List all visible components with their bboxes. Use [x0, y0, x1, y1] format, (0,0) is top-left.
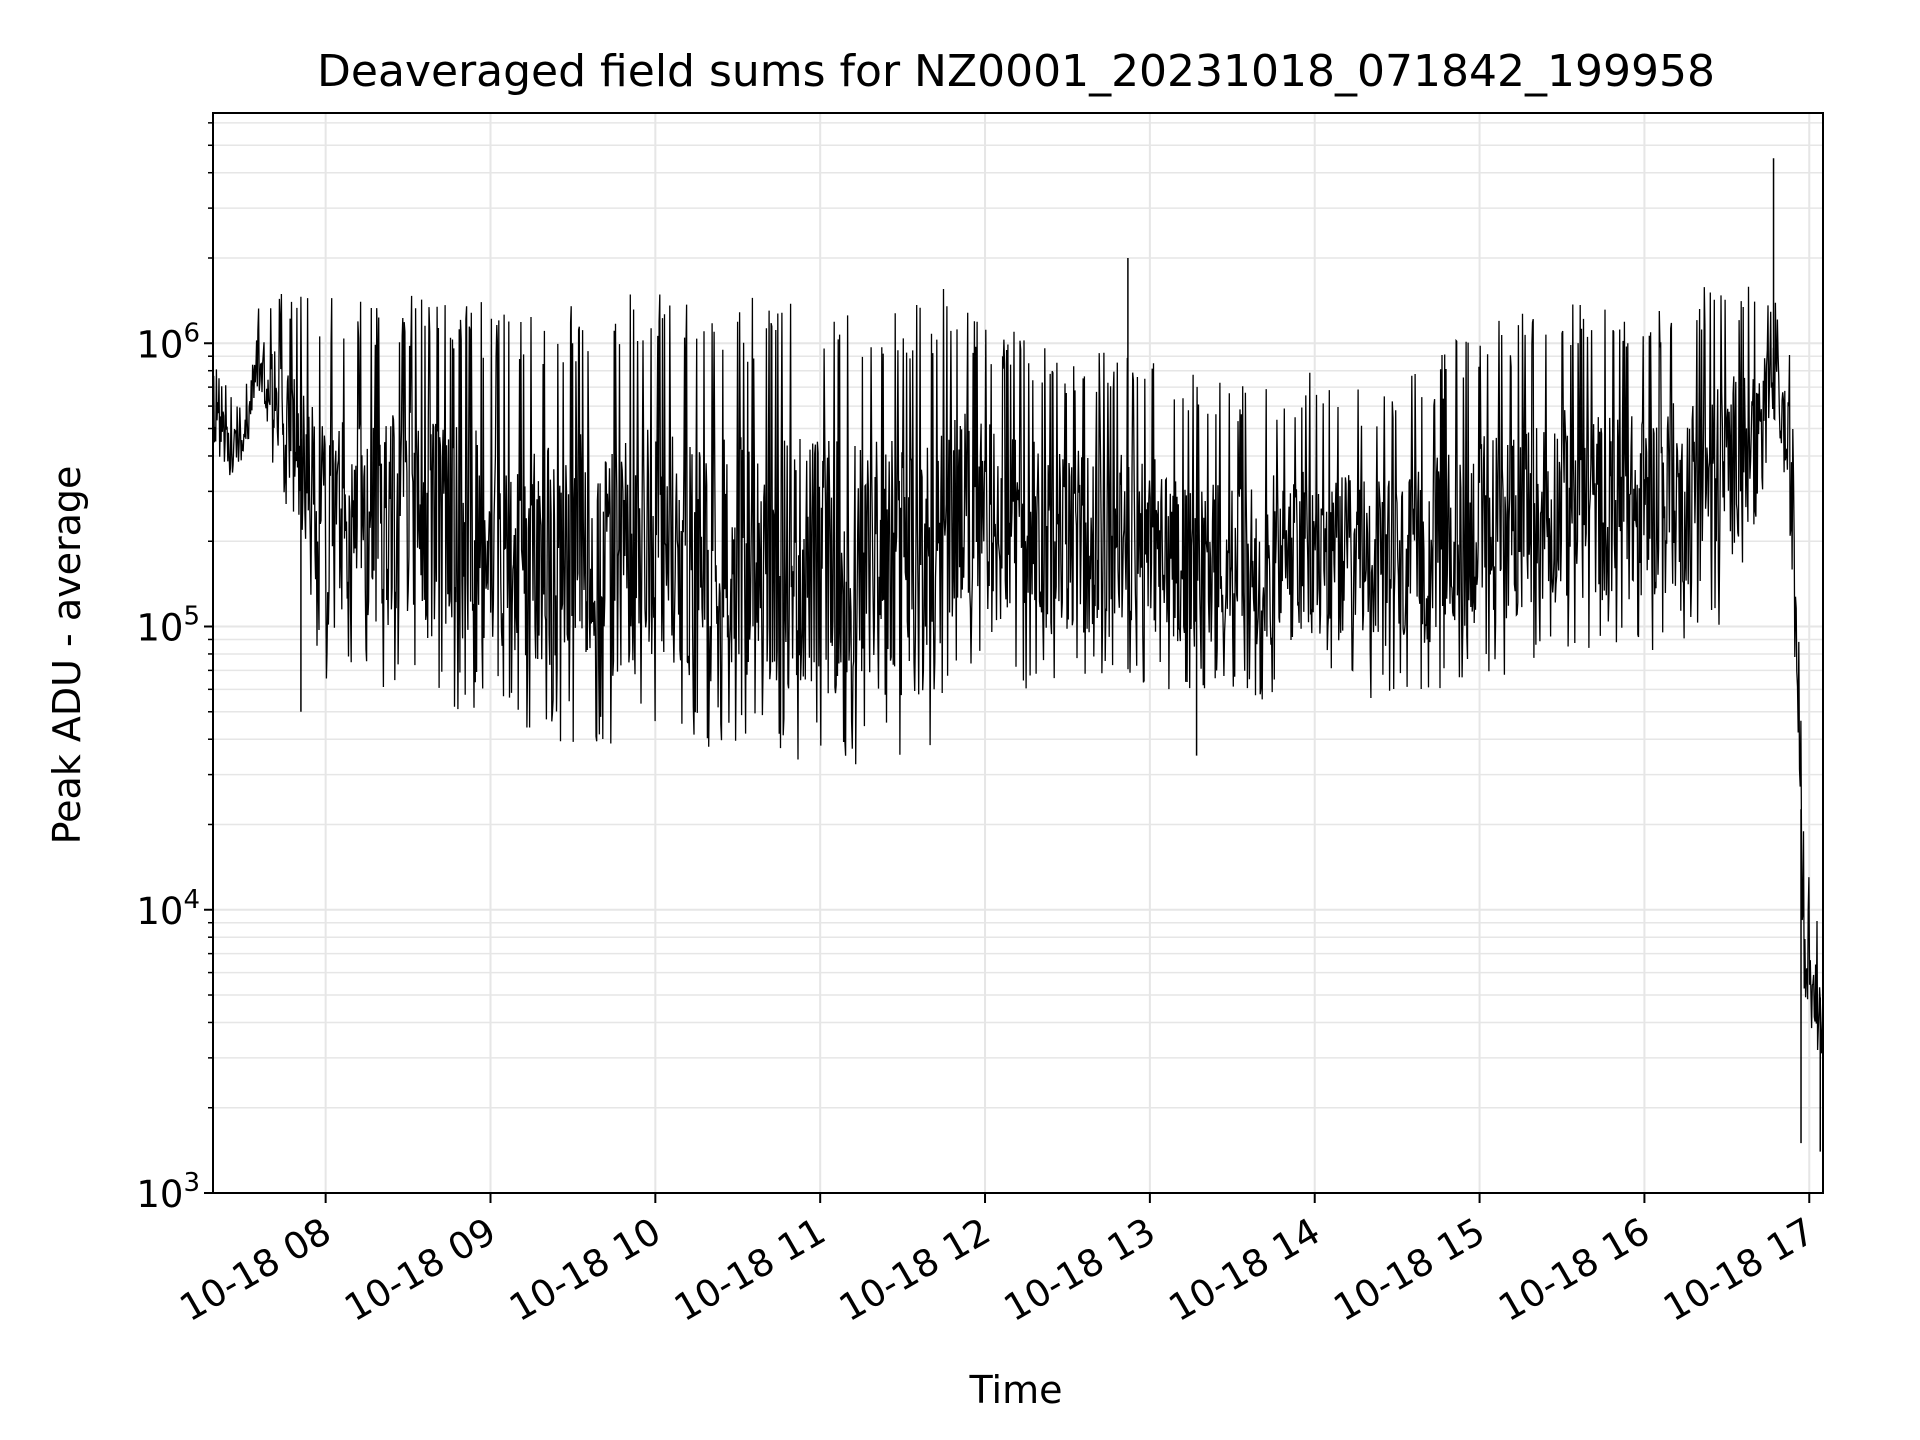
- data-layer: [212, 158, 1824, 1152]
- y-tick-label: 105: [136, 602, 200, 650]
- y-tick-label: 104: [136, 885, 200, 933]
- chart-title: Deaveraged field sums for NZ0001_2023101…: [317, 46, 1715, 97]
- y-axis: 103 104 105 106: [136, 122, 213, 1216]
- y-tick-label: 103: [136, 1168, 200, 1216]
- y-tick-label: 106: [136, 318, 200, 366]
- y-axis-label: Peak ADU - average: [45, 466, 89, 845]
- x-axis-label: Time: [969, 1368, 1063, 1412]
- series-line: [212, 286, 1824, 1054]
- plot-frame: [212, 112, 1824, 1194]
